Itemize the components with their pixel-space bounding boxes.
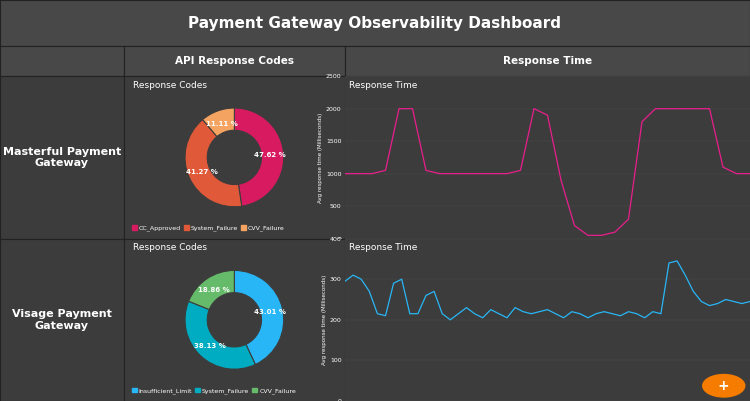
Legend: CC_Approved, System_Failure, CVV_Failure: CC_Approved, System_Failure, CVV_Failure [129,223,287,234]
Text: Payment Gateway Observability Dashboard: Payment Gateway Observability Dashboard [188,16,562,30]
Text: Response Codes: Response Codes [133,243,206,253]
Text: Response Time: Response Time [349,243,418,253]
Text: API Response Codes: API Response Codes [175,56,294,66]
Text: Response Time: Response Time [503,56,592,66]
Text: Response Time: Response Time [349,81,418,90]
Y-axis label: Avg response time (Milliseconds): Avg response time (Milliseconds) [322,275,327,365]
Text: Response Codes: Response Codes [133,81,206,90]
Text: Masterful Payment
Gateway: Masterful Payment Gateway [3,147,121,168]
Text: Visage Payment
Gateway: Visage Payment Gateway [12,309,112,330]
Legend: Insufficient_Limit, System_Failure, CVV_Failure: Insufficient_Limit, System_Failure, CVV_… [129,385,298,396]
Text: +: + [718,379,730,393]
Y-axis label: Avg response time (Milliseconds): Avg response time (Milliseconds) [318,112,323,203]
